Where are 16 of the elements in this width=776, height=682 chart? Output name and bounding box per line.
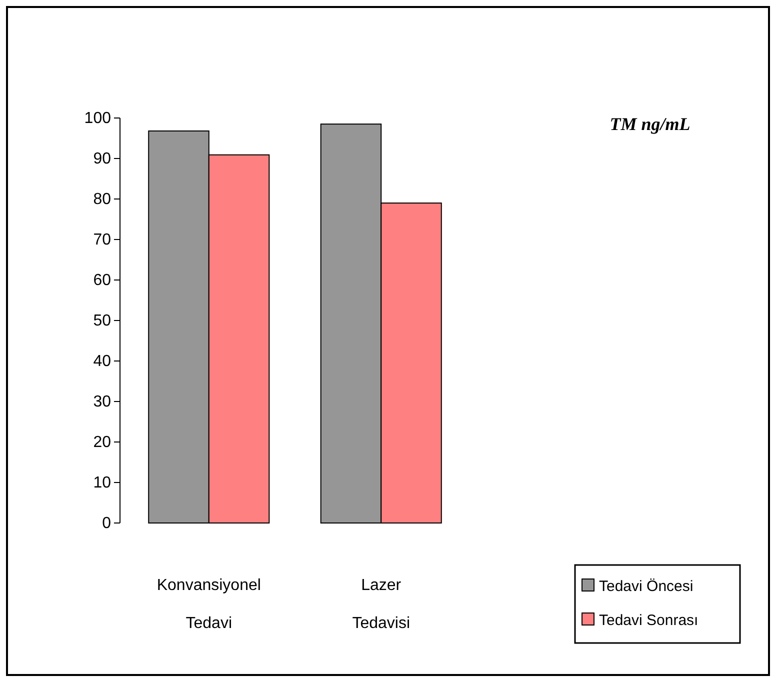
y-tick-label: 10 bbox=[93, 474, 112, 492]
y-tick-label: 100 bbox=[84, 110, 112, 128]
category-label: Lazer Tedavisi bbox=[352, 577, 410, 632]
legend-label: Tedavi Öncesi bbox=[599, 578, 694, 595]
y-tick-label: 30 bbox=[93, 394, 112, 411]
legend-label: Tedavi Sonrası bbox=[599, 612, 698, 629]
y-tick-label: 80 bbox=[93, 191, 112, 208]
y-tick-label: 60 bbox=[93, 272, 112, 290]
y-tick-label: 50 bbox=[93, 312, 112, 330]
category-label: Konvansiyonel Tedavi bbox=[156, 577, 261, 632]
y-tick-label: 20 bbox=[93, 434, 112, 452]
y-tick-label: 70 bbox=[93, 232, 112, 249]
text: TM ng/mL bbox=[610, 114, 690, 134]
y-tick-label: 40 bbox=[93, 353, 112, 370]
y-tick-label: 90 bbox=[93, 150, 112, 168]
y-tick-label: 0 bbox=[102, 515, 112, 532]
